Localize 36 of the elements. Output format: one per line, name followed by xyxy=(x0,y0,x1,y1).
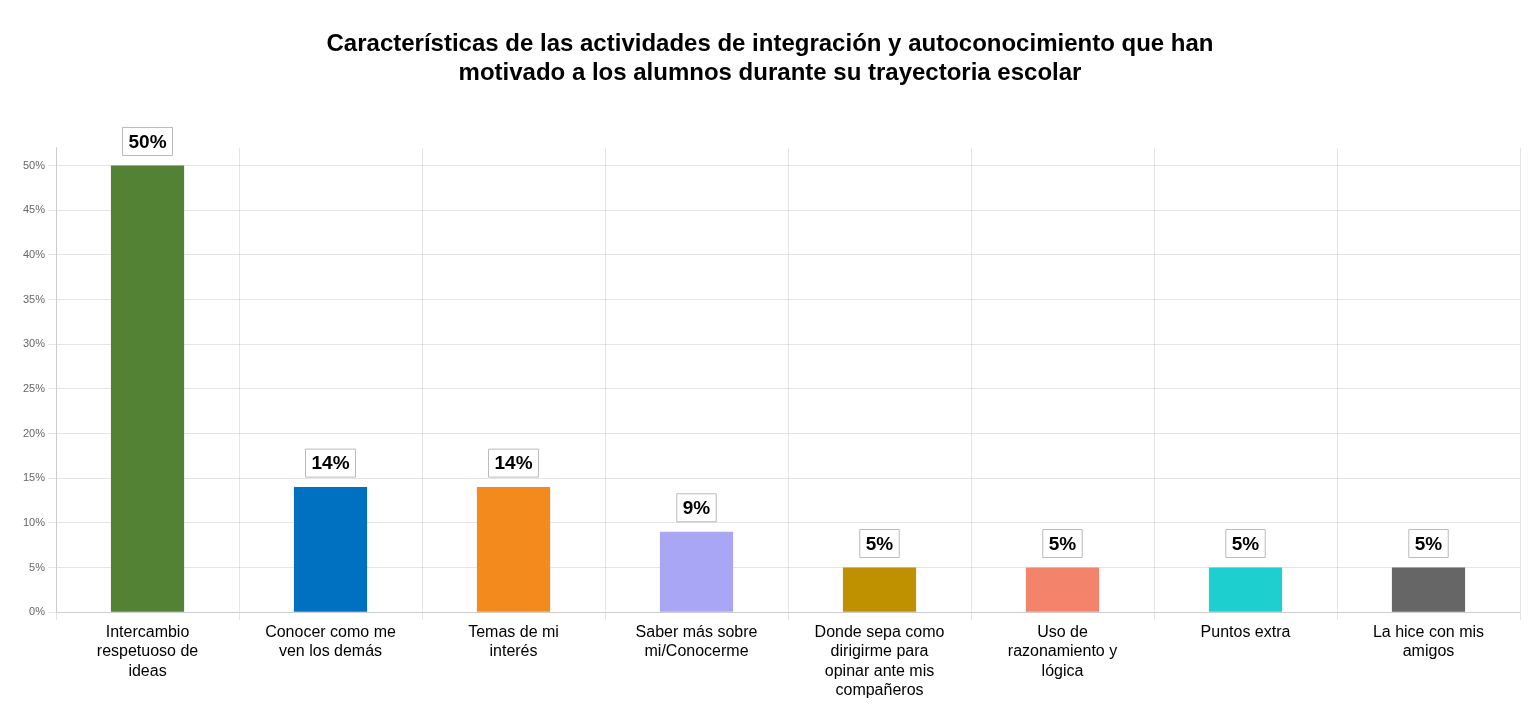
y-tick-label: 35% xyxy=(22,292,46,305)
x-tick-label: Conocer como me ven los demás xyxy=(265,623,396,660)
data-label: 5% xyxy=(865,532,894,554)
x-tick-label: Temas de mi interés xyxy=(468,623,559,660)
x-tick-label: Uso de razonamiento y lógica xyxy=(1007,623,1118,679)
data-label: 9% xyxy=(682,497,711,519)
data-label: 5% xyxy=(1048,532,1077,554)
bar xyxy=(842,567,917,612)
bar xyxy=(293,487,368,612)
y-tick-label: 25% xyxy=(22,381,46,394)
y-tick-label: 5% xyxy=(29,560,46,573)
y-tick-label: 10% xyxy=(22,515,46,528)
x-tick-label: Intercambio respetuoso de ideas xyxy=(96,623,199,679)
data-label: 5% xyxy=(1414,532,1443,554)
data-label: 14% xyxy=(494,452,533,474)
bar xyxy=(476,487,551,612)
y-tick-label: 40% xyxy=(22,247,46,260)
data-label: 5% xyxy=(1231,532,1260,554)
x-tick-label: Donde sepa como dirigirme para opinar ante mis compañeros xyxy=(814,623,945,698)
bar xyxy=(659,531,734,612)
x-tick-label: La hice con mis amigos xyxy=(1372,623,1485,660)
x-tick-label: Saber más sobre mi/Conocerme xyxy=(635,623,758,660)
y-tick-label: 0% xyxy=(29,605,46,618)
y-tick-label: 45% xyxy=(22,203,46,216)
bar xyxy=(110,165,185,612)
data-label: 14% xyxy=(311,452,350,474)
bar xyxy=(1391,567,1466,612)
bar xyxy=(1208,567,1283,612)
chart-title: Características de las actividades de integración y autoconocimiento que han motivado a los alumnos durante su trayectoria escolar xyxy=(326,29,1214,85)
y-tick-label: 15% xyxy=(22,471,46,484)
y-tick-label: 50% xyxy=(22,158,46,171)
data-label: 50% xyxy=(128,130,167,152)
bar xyxy=(1025,567,1100,612)
x-tick-label: Puntos extra xyxy=(1200,623,1291,641)
y-tick-label: 20% xyxy=(22,426,46,439)
y-tick-label: 30% xyxy=(22,337,46,350)
